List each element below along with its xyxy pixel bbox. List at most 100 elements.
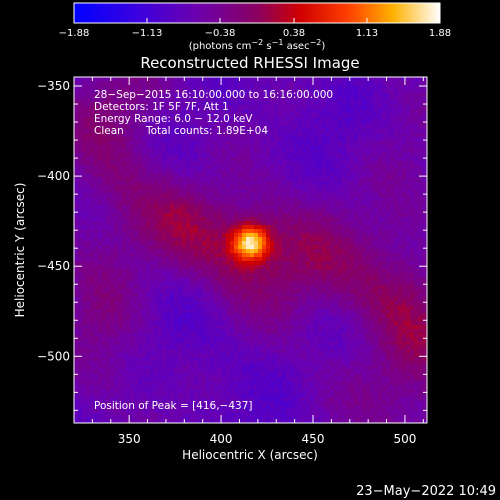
heatmap-cell (286, 181, 291, 186)
heatmap-cell (258, 113, 263, 118)
heatmap-cell (398, 225, 403, 230)
heatmap-cell (250, 201, 255, 206)
heatmap-cell (234, 97, 239, 102)
heatmap-cell (394, 221, 399, 226)
heatmap-cell (366, 261, 371, 266)
heatmap-cell (290, 205, 295, 210)
heatmap-cell (178, 81, 183, 86)
heatmap-cell (158, 201, 163, 206)
heatmap-cell (378, 165, 383, 170)
heatmap-cell (366, 289, 371, 294)
heatmap-cell (86, 225, 91, 230)
heatmap-cell (214, 157, 219, 162)
heatmap-cell (198, 213, 203, 218)
heatmap-cell (266, 169, 271, 174)
heatmap-cell (250, 237, 255, 242)
heatmap-cell (86, 89, 91, 94)
heatmap-cell (346, 253, 351, 258)
heatmap-cell (78, 289, 83, 294)
heatmap-cell (194, 241, 199, 246)
heatmap-cell (318, 237, 323, 242)
heatmap-cell (386, 161, 391, 166)
heatmap-cell (326, 189, 331, 194)
heatmap-cell (94, 289, 99, 294)
heatmap-cell (110, 85, 115, 90)
heatmap-cell (110, 97, 115, 102)
heatmap-cell (278, 101, 283, 106)
heatmap-cell (214, 125, 219, 130)
heatmap-cell (334, 157, 339, 162)
heatmap-cell (150, 177, 155, 182)
heatmap-cell (102, 137, 107, 142)
heatmap-cell (198, 129, 203, 134)
heatmap-cell (246, 77, 251, 82)
heatmap-cell (306, 125, 311, 130)
heatmap-cell (86, 213, 91, 218)
heatmap-cell (230, 269, 235, 274)
heatmap-cell (146, 165, 151, 170)
heatmap-cell (206, 273, 211, 278)
heatmap-cell (138, 113, 143, 118)
heatmap-cell (354, 189, 359, 194)
heatmap-cell (394, 281, 399, 286)
heatmap-cell (270, 225, 275, 230)
heatmap-cell (366, 273, 371, 278)
heatmap-cell (254, 117, 259, 122)
heatmap-cell (234, 281, 239, 286)
heatmap-cell (346, 293, 351, 298)
heatmap-cell (302, 93, 307, 98)
heatmap-cell (82, 209, 87, 214)
heatmap-cell (134, 217, 139, 222)
heatmap-cell (150, 241, 155, 246)
heatmap-cell (318, 145, 323, 150)
heatmap-cell (202, 245, 207, 250)
heatmap-cell (270, 285, 275, 290)
heatmap-cell (294, 277, 299, 282)
heatmap-cell (270, 209, 275, 214)
heatmap-cell (266, 161, 271, 166)
heatmap-cell (402, 85, 407, 90)
heatmap-cell (314, 285, 319, 290)
heatmap-cell (230, 125, 235, 130)
heatmap-cell (350, 125, 355, 130)
heatmap-cell (382, 189, 387, 194)
heatmap-cell (278, 93, 283, 98)
heatmap-cell (346, 77, 351, 82)
heatmap-cell (258, 133, 263, 138)
heatmap-cell (374, 165, 379, 170)
heatmap-cell (142, 129, 147, 134)
heatmap-cell (358, 189, 363, 194)
heatmap-cell (342, 265, 347, 270)
heatmap-cell (322, 253, 327, 258)
heatmap-cell (330, 185, 335, 190)
heatmap-cell (406, 221, 411, 226)
heatmap-cell (302, 121, 307, 126)
heatmap-cell (226, 229, 231, 234)
heatmap-cell (282, 297, 287, 302)
heatmap-cell (134, 121, 139, 126)
heatmap-cell (226, 197, 231, 202)
heatmap-cell (246, 241, 251, 246)
heatmap-cell (214, 189, 219, 194)
heatmap-cell (326, 129, 331, 134)
heatmap-cell (358, 149, 363, 154)
heatmap-cell (98, 245, 103, 250)
heatmap-cell (158, 289, 163, 294)
heatmap-cell (334, 253, 339, 258)
heatmap-cell (102, 169, 107, 174)
heatmap-cell (394, 233, 399, 238)
heatmap-cell (302, 205, 307, 210)
heatmap-cell (294, 125, 299, 130)
heatmap-cell (142, 121, 147, 126)
heatmap-cell (238, 269, 243, 274)
heatmap-cell (210, 277, 215, 282)
heatmap-cell (90, 113, 95, 118)
heatmap-cell (350, 169, 355, 174)
heatmap-cell (418, 277, 423, 282)
heatmap-cell (182, 253, 187, 258)
heatmap-cell (78, 85, 83, 90)
heatmap-cell (322, 145, 327, 150)
heatmap-cell (154, 241, 159, 246)
heatmap-cell (274, 261, 279, 266)
heatmap-cell (406, 217, 411, 222)
